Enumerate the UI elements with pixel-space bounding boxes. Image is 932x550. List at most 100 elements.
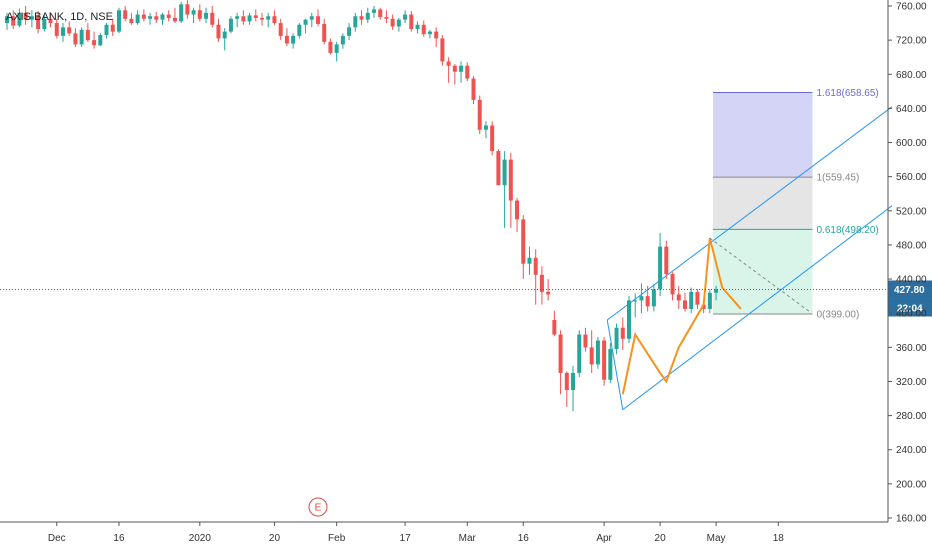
fib-band-extension (712, 92, 813, 178)
candle-body (185, 4, 190, 15)
candle-body (515, 200, 520, 220)
candle-body (452, 65, 457, 72)
candle-body (552, 320, 557, 335)
candle-body (577, 334, 582, 373)
y-axis[interactable]: 160.00 200.00 240.00 280.00 320.00 360.00 400.… (887, 0, 927, 525)
candle-body (334, 44, 339, 53)
candle-body (415, 24, 420, 30)
candle-body (191, 10, 196, 15)
candle-body (36, 16, 41, 30)
fib-level-label: 0.618(498.20) (816, 225, 878, 236)
fib-band-lower (712, 229, 813, 315)
candle-body (564, 372, 569, 390)
candle-body (701, 304, 706, 309)
y-tick-label: 360.00 (896, 343, 927, 354)
candle-body (483, 125, 488, 130)
candle-body (73, 33, 78, 45)
candle-body (11, 16, 16, 26)
current-price-badge (888, 280, 932, 299)
candle-body (645, 296, 650, 307)
x-axis[interactable]: Dec 16 2020 20 Feb 17 Mar 16 Apr 20 May 18 (0, 521, 888, 544)
projection-dashed-line (709, 237, 810, 312)
candle-body (148, 16, 153, 19)
candle-body (409, 14, 414, 30)
y-tick-label: 640.00 (896, 104, 927, 115)
candle-body (446, 61, 451, 66)
candle-body (278, 23, 283, 36)
candle-body (92, 40, 97, 46)
candle-body (440, 38, 445, 62)
candle-body (595, 340, 600, 365)
candle-body (602, 340, 607, 380)
x-tick-label: Feb (328, 533, 346, 544)
candle-body (353, 16, 358, 28)
candle-body (459, 65, 464, 72)
candle-body (228, 18, 233, 32)
candle-body (378, 9, 383, 18)
fibonacci-zone[interactable]: 1.618(658.65) 1(559.45) 0.618(498.20) 0(399… (712, 88, 879, 321)
x-tick-label: 20 (655, 533, 667, 544)
current-price-label: 427.80 (894, 285, 925, 296)
candle-body (98, 35, 103, 46)
candle-body (477, 99, 482, 130)
x-tick-label: Dec (48, 533, 66, 544)
y-tick-label: 680.00 (896, 70, 927, 81)
candle-body (322, 23, 327, 42)
y-tick-label: 600.00 (896, 138, 927, 149)
candle-body (204, 12, 209, 19)
zigzag-pattern[interactable] (621, 237, 810, 395)
channel-start-line (606, 319, 624, 410)
event-marker-circle (308, 497, 328, 517)
candle-body (247, 15, 252, 22)
fib-level-label: 1.618(658.65) (816, 88, 878, 99)
candle-body (471, 78, 476, 100)
candle-body (309, 16, 314, 20)
candle-body (707, 292, 712, 309)
x-tick-label: 17 (400, 533, 412, 544)
candle-body (421, 24, 426, 35)
candle-body (17, 12, 22, 26)
candle-body (639, 296, 644, 301)
candle-body (48, 18, 53, 24)
candle-body (23, 12, 28, 20)
candle-body (29, 16, 34, 20)
candle-body (284, 35, 289, 44)
time-badge (888, 298, 932, 317)
candle-body (104, 24, 109, 36)
candle-body (340, 35, 345, 45)
candle-body (316, 16, 320, 24)
candle-body (496, 151, 501, 186)
overlays: 427.80 22:04 E (0, 280, 932, 517)
x-tick-label: 2020 (189, 533, 212, 544)
candle-body (235, 16, 240, 19)
candle-body (521, 219, 526, 264)
candle-body (166, 14, 171, 18)
candle-body (303, 19, 308, 25)
candle-body (490, 125, 495, 152)
candle-body (116, 10, 121, 32)
channel-upper-line (606, 106, 893, 321)
candle-body (390, 18, 395, 27)
candle-body (365, 12, 370, 20)
candle-body (266, 16, 271, 20)
chart-title: AXIS BANK, 1D, NSE (6, 11, 113, 23)
candle-body (614, 327, 619, 350)
y-tick-label: 560.00 (896, 172, 927, 183)
candle-body (197, 10, 202, 19)
candle-body (676, 294, 681, 301)
candle-body (291, 35, 296, 44)
y-tick-label: 400.00 (896, 309, 927, 320)
y-tick-label: 480.00 (896, 240, 927, 251)
y-tick-label: 320.00 (896, 377, 927, 388)
candle-body (627, 300, 631, 339)
x-tick-label: 16 (113, 533, 125, 544)
candle-body (583, 334, 588, 348)
candles (5, 0, 719, 412)
candle-body (658, 246, 663, 290)
candle-body (608, 349, 613, 380)
candle-body (396, 19, 401, 27)
candle-body (695, 291, 700, 305)
candle-body (123, 10, 128, 19)
candle-body (682, 300, 687, 309)
